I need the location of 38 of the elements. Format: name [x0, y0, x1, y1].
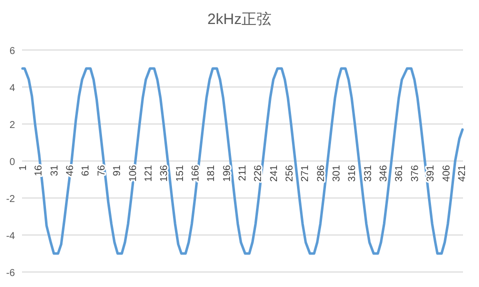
x-tick-label: 31	[49, 164, 60, 176]
x-tick-label: 16	[34, 164, 45, 176]
y-tick-label: -4	[6, 231, 16, 242]
x-tick-label: 61	[80, 164, 92, 176]
x-tick-label: 421	[456, 164, 468, 182]
x-tick-label: 1	[18, 164, 30, 171]
x-tick-label: 76	[96, 164, 108, 176]
y-tick-label: 6	[9, 46, 16, 57]
x-tick-label: 151	[174, 164, 186, 182]
x-tick-label: 196	[222, 164, 233, 182]
x-tick-label: 376	[410, 164, 421, 182]
x-tick-label: 391	[426, 164, 437, 182]
x-tick-label: 91	[112, 164, 124, 176]
y-tick-label: -6	[6, 268, 16, 279]
y-tick-label: -2	[6, 194, 16, 205]
x-tick-label: 406	[441, 164, 452, 182]
x-tick-label: 226	[253, 164, 264, 182]
y-tick-label: 2	[9, 120, 16, 131]
x-tick-label: 46	[65, 164, 76, 176]
x-tick-label: 136	[159, 164, 170, 182]
y-tick-label: 0	[9, 157, 16, 168]
x-tick-label: 121	[143, 164, 154, 182]
line-series	[21, 67, 464, 255]
x-tick-label: 181	[206, 164, 218, 182]
x-tick-label: 361	[394, 164, 406, 182]
x-tick-label: 271	[300, 164, 312, 182]
chart-title: 2kHz正弦	[207, 11, 272, 28]
x-tick-label: 106	[128, 164, 139, 182]
x-tick-label: 256	[284, 164, 296, 182]
x-tick-label: 316	[347, 164, 358, 182]
x-tick-label: 301	[332, 164, 343, 182]
x-tick-label: 346	[378, 164, 390, 182]
x-tick-label: 241	[268, 164, 280, 182]
y-tick-label: 4	[9, 83, 16, 94]
x-tick-label: 331	[362, 164, 374, 182]
x-tick-label: 286	[316, 164, 327, 182]
x-tick-label: 166	[190, 164, 202, 182]
x-tick-label: 211	[237, 164, 248, 181]
